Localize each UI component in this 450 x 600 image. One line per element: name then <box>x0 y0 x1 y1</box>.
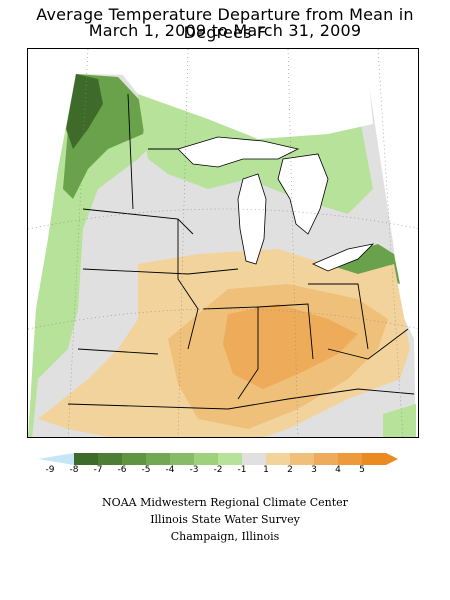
legend-cell <box>38 453 74 465</box>
lake-erie <box>312 243 375 272</box>
legend-tick-label: -9 <box>45 465 55 475</box>
legend-tick-label: 4 <box>335 465 341 475</box>
legend-cell <box>338 453 362 465</box>
legend-cell <box>290 453 314 465</box>
below-normal-northwest-core <box>66 74 103 149</box>
legend-tick-label: 1 <box>263 465 269 475</box>
legend-cell <box>98 453 122 465</box>
below-normal-southeast-patch <box>383 404 416 437</box>
state-boundaries <box>67 93 415 410</box>
legend-cell <box>74 453 98 465</box>
legend-tick-label: -7 <box>93 465 103 475</box>
legend-color-cells <box>38 453 398 465</box>
legend-tick-label: -1 <box>237 465 247 475</box>
lake-huron <box>277 153 329 235</box>
map-canvas <box>28 49 418 437</box>
legend-tick-label: -5 <box>141 465 151 475</box>
color-legend <box>38 453 398 465</box>
legend-cell <box>242 453 266 465</box>
upper-white-area <box>118 69 373 139</box>
map-subtitle-dates: March 1, 2009 to March 31, 2009 <box>88 21 362 40</box>
above-normal-core-region <box>223 304 358 389</box>
legend-tick-label: -8 <box>69 465 79 475</box>
temperature-departure-map <box>27 48 419 438</box>
legend-cell <box>314 453 338 465</box>
legend-cell <box>170 453 194 465</box>
legend-cell <box>362 453 398 465</box>
legend-tick-label: 3 <box>311 465 317 475</box>
legend-cell <box>122 453 146 465</box>
credit-survey: Illinois State Water Survey <box>150 513 300 526</box>
credit-location: Champaign, Illinois <box>170 530 280 543</box>
legend-tick-label: -6 <box>117 465 127 475</box>
lake-superior <box>177 136 300 168</box>
legend-tick-label: 2 <box>287 465 293 475</box>
legend-tick-label: -4 <box>165 465 175 475</box>
map-title: Average Temperature Departure from Mean … <box>36 5 414 42</box>
legend-tick-label: 5 <box>359 465 365 475</box>
below-normal-west-region <box>28 74 158 437</box>
legend-cell <box>146 453 170 465</box>
legend-tick-label: -2 <box>213 465 223 475</box>
credit-organization: NOAA Midwestern Regional Climate Center <box>102 496 348 509</box>
legend-tick-label: -3 <box>189 465 199 475</box>
legend-cell <box>266 453 290 465</box>
legend-cell <box>218 453 242 465</box>
legend-cell <box>194 453 218 465</box>
